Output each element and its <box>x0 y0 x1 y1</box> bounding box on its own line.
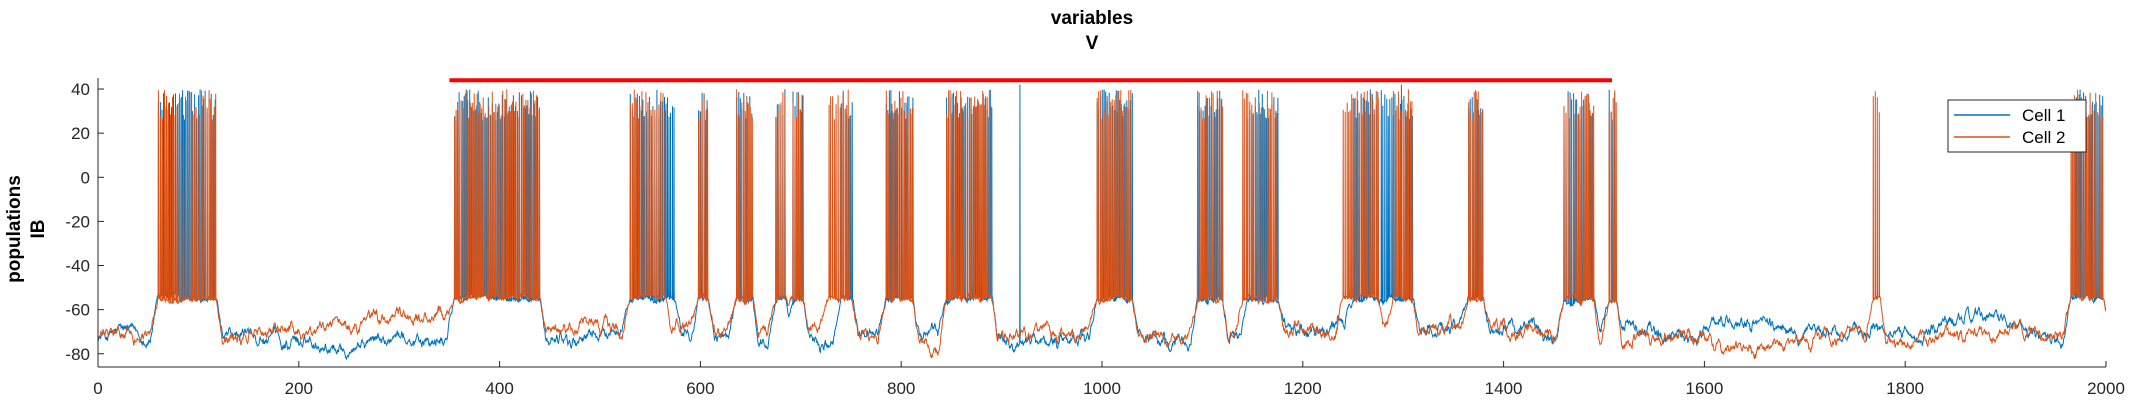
x-tick-label: 2000 <box>2087 379 2125 398</box>
y-axis-label: populations IB <box>4 175 49 283</box>
x-tick-label: 200 <box>285 379 313 398</box>
x-tick-label: 1800 <box>1886 379 1924 398</box>
chart-title-line-2: V <box>1086 33 1099 54</box>
series-line-2 <box>98 89 2106 360</box>
y-tick-label: 0 <box>81 168 90 187</box>
legend-box <box>1947 99 2087 153</box>
x-tick-label: 800 <box>887 379 915 398</box>
x-tick-label: 400 <box>485 379 513 398</box>
y-tick-label: -60 <box>65 301 90 320</box>
x-tick-label: 1000 <box>1083 379 1121 398</box>
y-tick-label: -20 <box>65 212 90 231</box>
legend: Cell 1 Cell 2 <box>1947 99 2087 153</box>
x-tick-label: 1400 <box>1485 379 1523 398</box>
x-tick-label: 1200 <box>1284 379 1322 398</box>
x-tick-label: 600 <box>686 379 714 398</box>
chart-title-line-1: variables <box>1051 8 1133 29</box>
y-tick-label: -40 <box>65 257 90 276</box>
plot-area <box>98 78 2106 360</box>
y-tick-label: -80 <box>65 345 90 364</box>
y-axis-label-line-1: populations <box>4 175 25 283</box>
x-tick-label: 1600 <box>1685 379 1723 398</box>
x-tick-label: 0 <box>93 379 102 398</box>
y-axis-label-line-2: IB <box>28 220 49 239</box>
legend-label: Cell 1 <box>2022 106 2065 125</box>
y-tick-label: 20 <box>71 124 90 143</box>
chart-title: variables V <box>1051 8 1133 54</box>
legend-label: Cell 2 <box>2022 128 2065 147</box>
y-tick-label: 40 <box>71 80 90 99</box>
axes: 0 200 400 600 800 1000 1200 1400 1600 1800 2000-80… <box>65 78 2125 398</box>
